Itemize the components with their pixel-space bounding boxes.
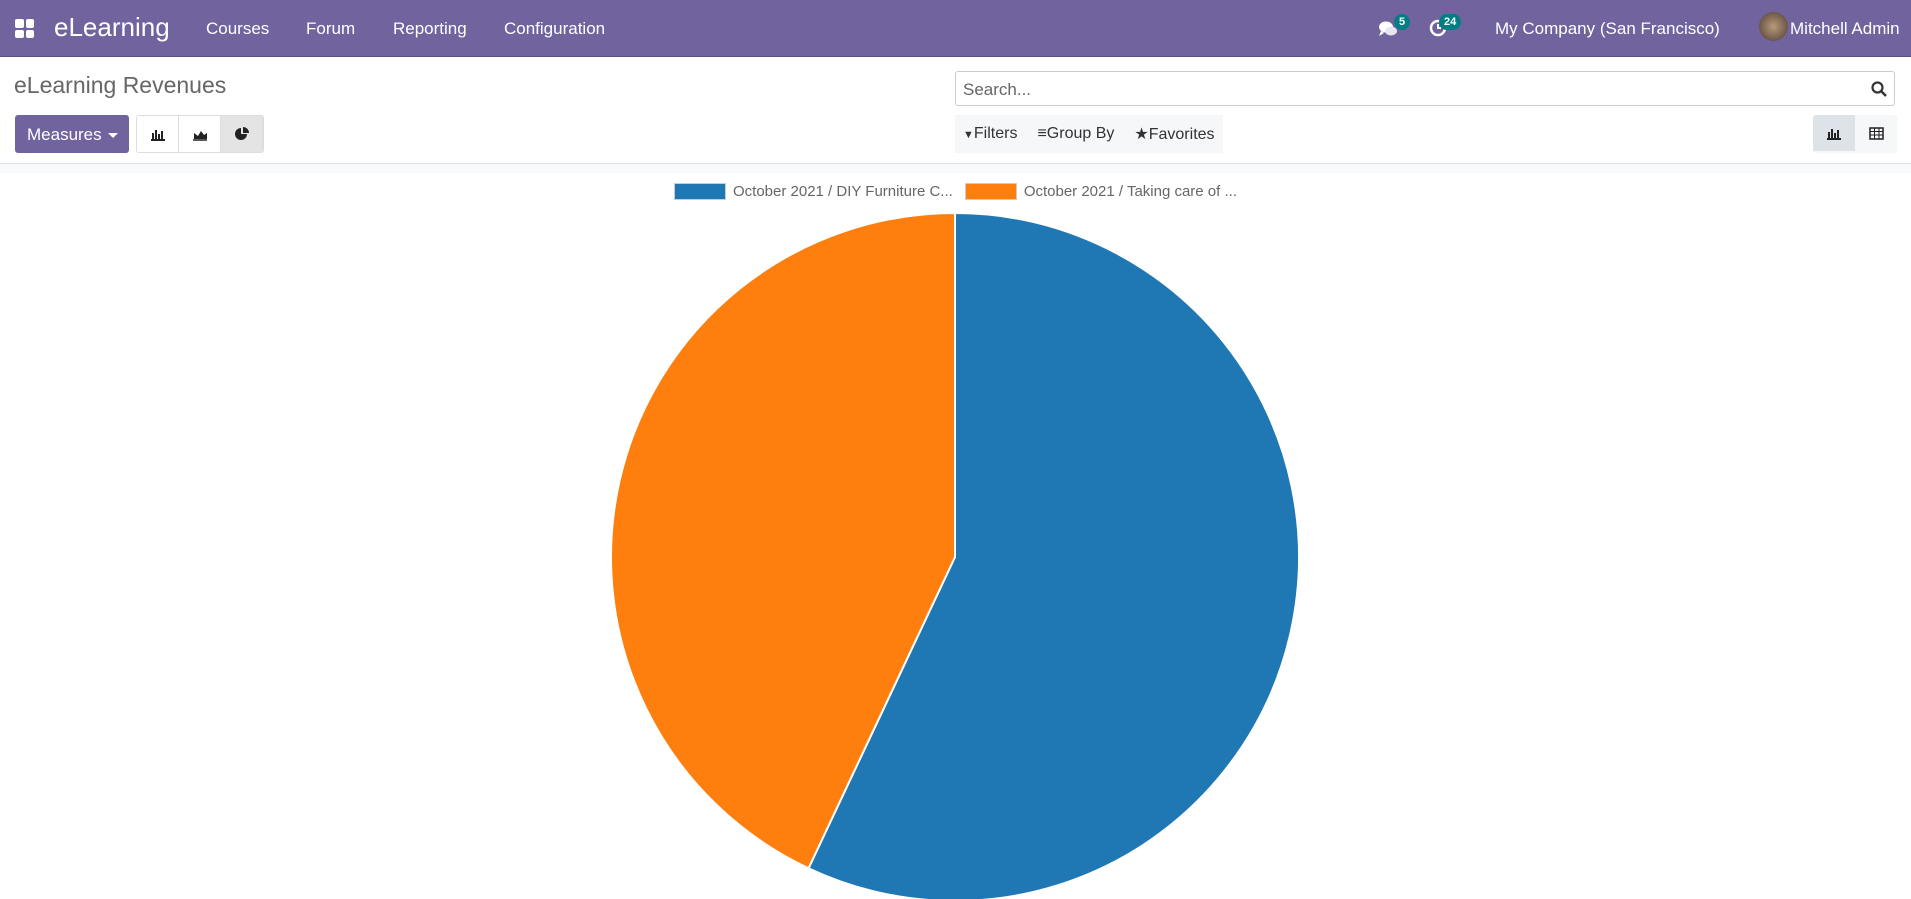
- bar-chart-icon[interactable]: [137, 116, 179, 152]
- legend-label-2: October 2021 / Taking care of ...: [1023, 183, 1237, 200]
- divider: [0, 163, 1911, 173]
- search-input[interactable]: Search...: [955, 71, 1895, 106]
- search-options: ▼Filters ≡Group By ★Favorites: [955, 115, 1223, 153]
- chart-type-switcher: [136, 115, 264, 153]
- legend-swatch-2: [964, 183, 1017, 200]
- star-icon: ★: [1134, 126, 1149, 143]
- pie-chart: [610, 211, 1300, 899]
- search-placeholder: Search...: [963, 80, 1032, 99]
- filter-icon: ▼: [963, 129, 974, 141]
- page-title: eLearning Revenues: [14, 72, 227, 98]
- messages-badge: 5: [1394, 14, 1411, 30]
- line-chart-icon[interactable]: [179, 116, 221, 152]
- graph-view-icon[interactable]: [1813, 115, 1855, 151]
- menu-courses[interactable]: Courses: [206, 19, 270, 38]
- view-switcher: [1813, 115, 1897, 153]
- group-by-icon: ≡: [1037, 125, 1047, 142]
- pie-chart-icon[interactable]: [221, 116, 263, 152]
- pie-slice-1[interactable]: [807, 211, 1300, 899]
- favorites-label: Favorites: [1148, 126, 1215, 143]
- legend-swatch-1: [673, 183, 726, 200]
- user-avatar[interactable]: [1759, 12, 1788, 41]
- measures-button[interactable]: Measures: [15, 115, 129, 153]
- chart-legend: October 2021 / DIY Furniture C... Octobe…: [0, 183, 1911, 200]
- favorites-button[interactable]: ★Favorites: [1134, 124, 1214, 144]
- measures-label: Measures: [27, 125, 102, 144]
- activities-badge: 24: [1439, 14, 1462, 30]
- user-menu[interactable]: Mitchell Admin: [1790, 19, 1900, 38]
- legend-item-2[interactable]: October 2021 / Taking care of ...: [964, 183, 1237, 200]
- menu-configuration[interactable]: Configuration: [504, 19, 606, 38]
- pivot-view-icon[interactable]: [1855, 115, 1897, 151]
- menu-reporting[interactable]: Reporting: [393, 19, 467, 38]
- group-by-button[interactable]: ≡Group By: [1037, 125, 1114, 143]
- search-icon[interactable]: [1871, 81, 1887, 97]
- caret-down-icon: [107, 133, 118, 139]
- legend-item-1[interactable]: October 2021 / DIY Furniture C...: [673, 183, 953, 200]
- messages-icon[interactable]: [1378, 20, 1398, 38]
- legend-label-1: October 2021 / DIY Furniture C...: [732, 183, 953, 200]
- app-menu-icon[interactable]: [15, 19, 34, 38]
- group-by-label: Group By: [1046, 125, 1115, 142]
- filters-label: Filters: [973, 125, 1018, 142]
- filters-button[interactable]: ▼Filters: [963, 125, 1017, 143]
- app-name[interactable]: eLearning: [54, 12, 170, 42]
- pie-slice-2[interactable]: [610, 211, 956, 870]
- company-switcher[interactable]: My Company (San Francisco): [1495, 19, 1720, 38]
- menu-forum[interactable]: Forum: [306, 19, 356, 38]
- top-navbar: eLearning Courses Forum Reporting Config…: [0, 0, 1911, 57]
